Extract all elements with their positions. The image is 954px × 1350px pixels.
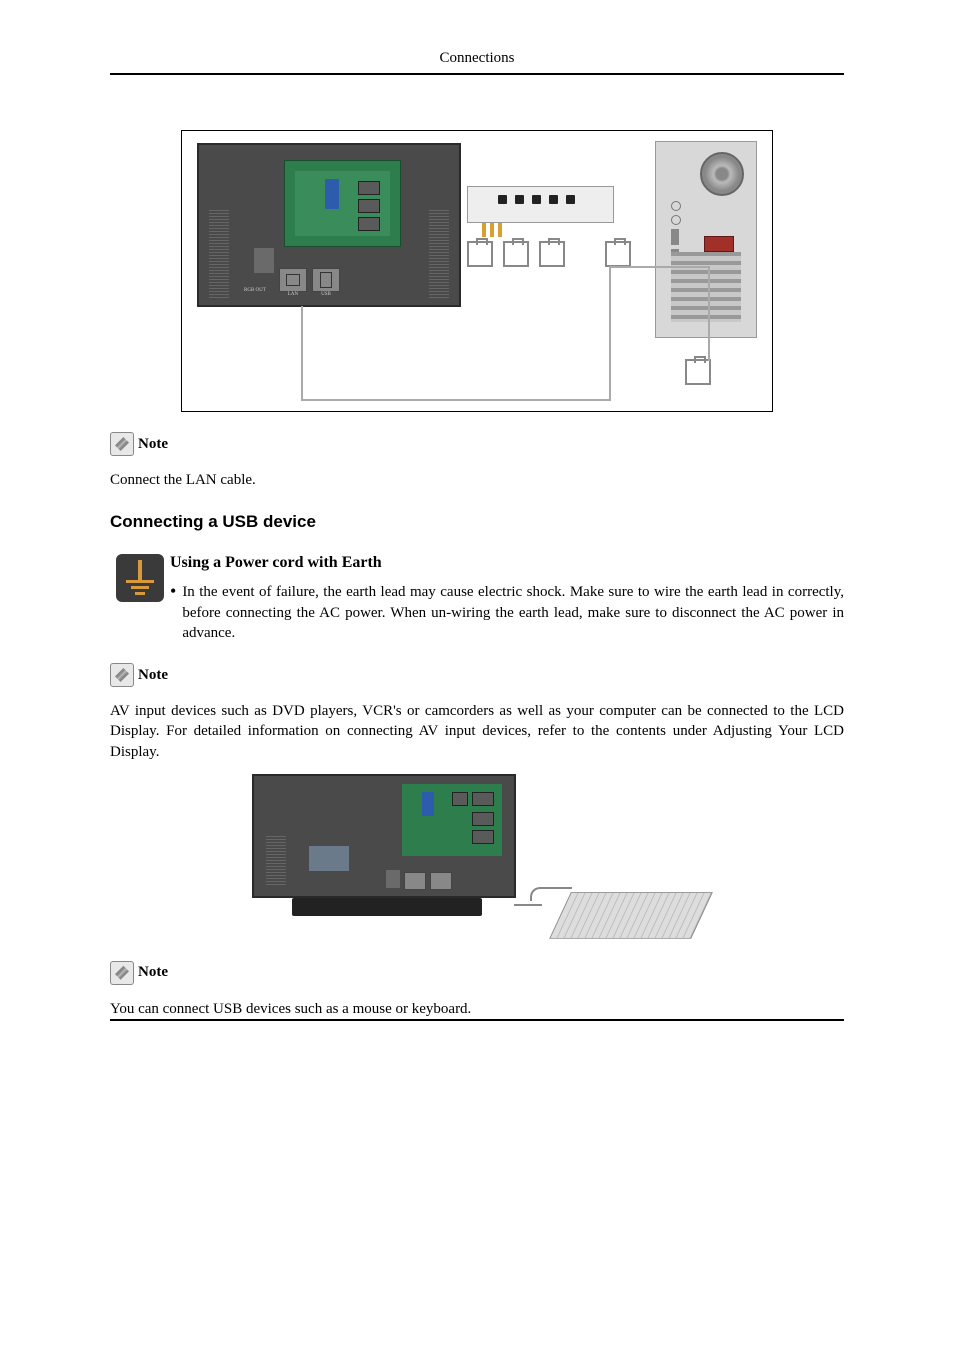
monitor-vent-left — [209, 210, 229, 298]
rj45-port — [539, 241, 565, 267]
monitor-io-panel — [402, 784, 502, 856]
io-panel-inner — [295, 171, 390, 236]
note-text: You can connect USB devices such as a mo… — [110, 999, 844, 1019]
note-text: Connect the LAN cable. — [110, 470, 844, 490]
lan-port-icon — [279, 268, 307, 292]
earth-body-text: In the event of failure, the earth lead … — [182, 582, 844, 643]
note-block: Note — [110, 663, 844, 687]
note-icon — [110, 961, 134, 985]
monitor-bottom-port-left — [386, 870, 400, 888]
cable-segment — [708, 266, 710, 361]
rj45-port — [605, 241, 631, 267]
keyboard-cable — [530, 887, 572, 901]
cable-segment — [301, 399, 611, 401]
note-block: Note — [110, 961, 844, 985]
pc-rj45-plug — [685, 359, 711, 385]
monitor-io-panel — [284, 160, 401, 247]
monitor-vent — [266, 836, 286, 886]
switch-indicator-lights — [498, 195, 575, 204]
earth-warning-block: Using a Power cord with Earth • In the e… — [110, 554, 844, 643]
pc-fan — [700, 152, 744, 196]
usb-section-heading: Connecting a USB device — [110, 512, 844, 532]
note-text: AV input devices such as DVD players, VC… — [110, 701, 844, 762]
io-port — [472, 812, 494, 826]
switch-down-cables — [482, 223, 502, 237]
vga-port — [325, 179, 339, 209]
monitor-vent-right — [429, 210, 449, 298]
usb-connection-diagram — [252, 774, 702, 949]
usb-port-label: USB — [321, 292, 331, 297]
usb-port-icon — [312, 268, 340, 292]
page-container: Connections RGB OUT LAN — [0, 0, 954, 1101]
note-label: Note — [138, 667, 168, 684]
cable-segment — [609, 266, 611, 401]
vga-port — [422, 792, 434, 816]
io-port-a — [358, 181, 380, 195]
earth-title: Using a Power cord with Earth — [170, 554, 844, 572]
lan-port-icon — [404, 872, 426, 890]
earth-icon-wrap — [110, 554, 170, 602]
rj45-port — [503, 241, 529, 267]
pc-tower-rear — [655, 141, 757, 338]
rj45-port — [467, 241, 493, 267]
earth-text-column: Using a Power cord with Earth • In the e… — [170, 554, 844, 643]
pc-power-port — [704, 236, 734, 252]
io-port — [472, 830, 494, 844]
bullet-icon: • — [170, 582, 176, 643]
header-rule — [110, 73, 844, 75]
lan-port-label: LAN — [288, 292, 298, 297]
rgb-out-label: RGB OUT — [244, 288, 266, 293]
lcd-display-rear: RGB OUT LAN USB — [197, 143, 461, 307]
usb-keyboard — [549, 892, 713, 939]
footer-rule — [110, 1019, 844, 1021]
io-port-b — [358, 199, 380, 213]
note-label: Note — [138, 964, 168, 981]
monitor-bottom-ports — [404, 872, 452, 890]
pc-expansion-slots — [671, 252, 741, 322]
network-switch — [467, 186, 614, 223]
io-port — [452, 792, 468, 806]
page-header-title: Connections — [110, 50, 844, 67]
monitor-stand — [292, 898, 482, 916]
brand-plate — [309, 846, 349, 871]
usb-port-icon — [430, 872, 452, 890]
note-block: Note — [110, 432, 844, 456]
usb-cable — [514, 904, 542, 906]
cable-segment — [609, 266, 710, 268]
note-label: Note — [138, 436, 168, 453]
monitor-bottom-port-left — [254, 248, 274, 273]
note-icon — [110, 432, 134, 456]
monitor-bottom-ports: LAN USB — [279, 268, 340, 297]
io-port-c — [358, 217, 380, 231]
switch-rj45-ports — [467, 241, 631, 267]
lcd-display-rear-small — [252, 774, 516, 898]
lan-connection-diagram: RGB OUT LAN USB — [181, 130, 773, 412]
io-port — [472, 792, 494, 806]
note-icon — [110, 663, 134, 687]
earth-ground-icon — [116, 554, 164, 602]
cable-segment — [301, 306, 303, 401]
